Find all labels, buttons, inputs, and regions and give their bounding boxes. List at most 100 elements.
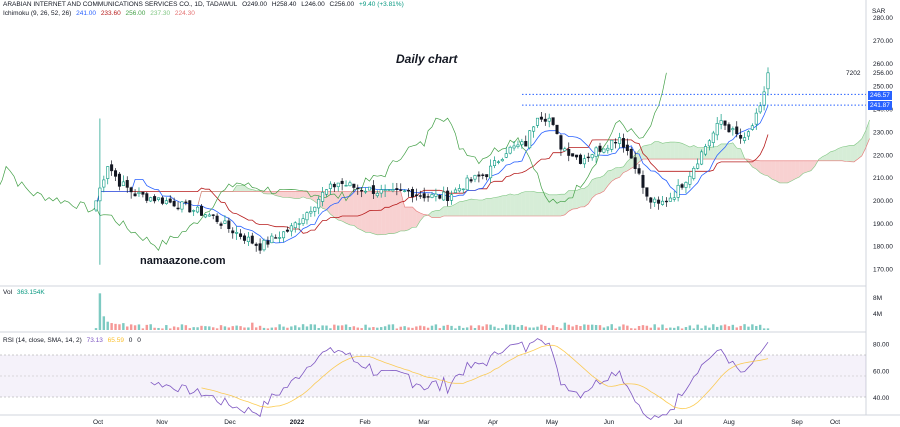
candle-body — [391, 189, 395, 192]
price-tick-label: 250.00 — [873, 84, 893, 91]
cloud-segment — [748, 159, 753, 168]
volume-bar — [497, 328, 500, 330]
rsi-lines — [150, 338, 769, 421]
candle-body — [383, 189, 387, 191]
cloud-segment — [478, 199, 483, 217]
candle-body — [614, 141, 618, 144]
volume-bar — [98, 293, 102, 330]
volume-bar — [524, 326, 527, 330]
candle-body — [172, 200, 176, 207]
cloud-segment — [349, 191, 354, 226]
time-tick-label: Oct — [93, 419, 103, 426]
volume-bar — [340, 325, 344, 330]
candle-body — [512, 145, 516, 149]
candle-body — [106, 166, 110, 179]
time-tick-label: Aug — [723, 419, 735, 426]
volume-bar — [606, 326, 610, 330]
volume-bar — [419, 325, 422, 330]
volume-bar — [747, 326, 750, 330]
cloud-segment — [810, 160, 815, 171]
cloud-segment — [310, 191, 315, 202]
cloud-segment — [545, 192, 550, 217]
volume-bar — [442, 325, 445, 330]
volume-bar — [692, 328, 695, 330]
candle-body — [379, 189, 383, 194]
cloud-segment — [244, 185, 249, 192]
candle-body — [621, 138, 625, 148]
volume-bar — [602, 327, 606, 330]
ohlc-low: L246.00 — [301, 1, 325, 8]
cloud-segment — [713, 146, 718, 160]
candle-body — [528, 130, 532, 149]
cloud-segment — [654, 141, 659, 160]
volume-bar — [129, 324, 133, 330]
volume-bar — [391, 324, 395, 330]
candle-body — [692, 167, 696, 179]
candle-body — [317, 198, 321, 209]
volume-bar — [434, 324, 438, 330]
time-axis: Oct Nov Dec 2022 Feb Mar Apr May Jun Jul Aug Sep Oct — [93, 419, 840, 426]
volume-bar — [333, 324, 336, 330]
volume-bar — [176, 327, 180, 330]
candle-body — [493, 160, 497, 167]
volume-bar — [618, 326, 621, 330]
sub-axes: 8M 4M 80.00 60.00 40.00 — [873, 295, 890, 402]
price-tick-label: 280.00 — [873, 15, 893, 22]
candles — [94, 67, 770, 265]
cloud-segment — [787, 160, 792, 183]
candle-body — [153, 196, 157, 202]
candle-body — [750, 125, 754, 130]
volume-bar — [630, 328, 633, 330]
volume-bar — [379, 327, 383, 330]
volume-bar — [286, 327, 289, 330]
cloud-segment — [236, 185, 241, 192]
volume-bar — [704, 325, 707, 330]
volume-bar — [161, 328, 164, 330]
candle-body — [496, 161, 500, 163]
candle-body — [157, 197, 161, 200]
candle-body — [567, 148, 571, 156]
cloud-segment — [596, 177, 600, 195]
cloud-segment — [846, 145, 851, 162]
candle-body — [293, 222, 297, 229]
price-tick-label: 240.00 — [873, 107, 893, 114]
candle-body — [407, 189, 411, 192]
volume-bar — [727, 326, 731, 330]
rsi-tick-label: 80.00 — [873, 342, 890, 349]
candle-body — [473, 175, 477, 180]
volume-bar — [712, 324, 715, 330]
rsi-legend[interactable]: RSI (14, close, SMA, 14, 2) 73.13 65.59 … — [3, 337, 144, 344]
volume-bar — [551, 325, 555, 330]
candle-body — [711, 132, 715, 143]
cloud-segment — [721, 143, 726, 160]
cloud-segment — [467, 199, 472, 217]
cloud-segment — [295, 191, 300, 199]
cloud-segment — [389, 191, 393, 234]
cloud-segment — [459, 201, 464, 217]
cloud-segment — [396, 191, 401, 233]
legend-ichimoku-row[interactable]: Ichimoku (9, 26, 52, 26) 241.00 233.60 2… — [3, 10, 198, 17]
volume-bar — [536, 326, 539, 330]
cloud-segment — [560, 194, 565, 217]
candle-body — [586, 156, 590, 159]
volume-bar — [544, 325, 547, 330]
volume-bar — [555, 327, 559, 330]
candle-body — [180, 201, 184, 210]
candle-body — [559, 135, 563, 150]
senkou-span-a-line — [197, 119, 870, 236]
cloud-segment — [486, 198, 491, 217]
candle-body — [680, 184, 684, 188]
cloud-segment — [498, 195, 503, 217]
candle-body — [590, 154, 594, 159]
rsi-value-3: 0 — [128, 337, 133, 344]
candle-body — [285, 229, 289, 232]
candle-body — [653, 198, 657, 203]
volume-bar — [153, 327, 156, 330]
candle-body — [168, 198, 172, 203]
volume-bar — [180, 324, 184, 330]
volume-bar — [165, 325, 168, 330]
volume-legend[interactable]: Vol 363.154K — [3, 289, 48, 296]
time-tick-label: Sep — [791, 419, 803, 426]
cloud-segment — [482, 198, 487, 217]
